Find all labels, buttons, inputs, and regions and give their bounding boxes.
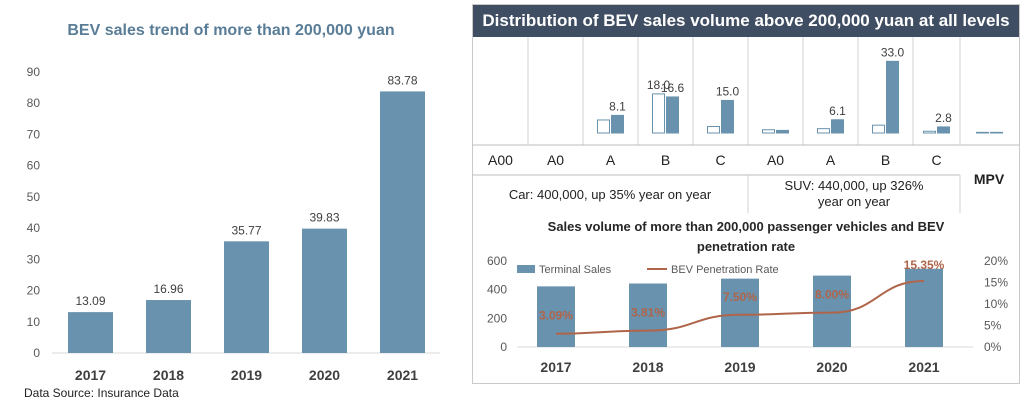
data-label-2018: 16.96 [153,282,183,296]
y-tick-label: 20 [27,284,41,298]
bar-a-filled [611,114,624,134]
penetration-rate-line [555,279,925,335]
bar-2021 [380,91,425,353]
bar-a-filled [831,119,844,134]
x-tick-label-2020: 2020 [309,367,340,383]
x-tick-label-2020: 2020 [816,359,847,375]
x-tick-label-2019: 2019 [724,359,755,375]
x-tick-label-2017: 2017 [540,359,571,375]
y-tick-label: 40 [27,221,41,235]
right-y-tick-label: 10% [984,297,1008,311]
rate-label-2018: 3.81% [631,306,665,320]
bar-2019 [224,241,269,353]
y-tick-label: 80 [27,96,41,110]
category-label-a0: A0 [767,152,784,168]
bar-c-filled [937,126,950,134]
data-label-c: 2.8 [935,111,952,125]
y-tick-label: 50 [27,190,41,204]
data-label-a: 8.1 [609,99,626,113]
group-label-mpv: MPV [974,171,1005,187]
x-tick-label-2017: 2017 [75,367,106,383]
x-tick-label-2018: 2018 [632,359,663,375]
left-y-tick-label: 200 [487,311,507,325]
rate-label-2017: 3.09% [539,309,573,323]
bar-2017 [537,286,575,347]
bar-a0-outline [762,129,775,134]
y-tick-label: 10 [27,315,41,329]
data-label-2020: 39.83 [309,211,339,225]
bev-sales-trend-chart: BEV sales trend of more than 200,000 yua… [27,22,440,383]
right-y-tick-label: 5% [984,319,1002,333]
bar-c-filled [721,99,734,134]
right-y-tick-label: 15% [984,276,1008,290]
bar-c-outline [707,125,720,134]
bar-2018 [146,300,191,353]
y-tick-label: 90 [27,65,41,79]
bar-c-outline [923,130,936,134]
category-label-b: B [881,152,890,168]
y-tick-label: 60 [27,159,41,173]
x-tick-label-2018: 2018 [153,367,184,383]
y-tick-label: 30 [27,252,41,266]
rate-label-2020: 8.00% [815,288,849,302]
bar-a-outline [597,119,610,134]
group-label-car: Car: 400,000, up 35% year on year [509,187,712,202]
x-tick-label-2021: 2021 [908,359,939,375]
sales-penetration-chart: Sales volume of more than 200,000 passen… [487,219,1008,375]
group-label-suv-line1: SUV: 440,000, up 326% [784,178,923,193]
data-label-2017: 13.09 [75,294,105,308]
distribution-chart: A00 A0 8.1 A 18.016.6 B 15.0 C A0 6.1 A 33.0 B 2.8 C Ca… [473,37,1019,213]
left-y-tick-label: 0 [500,340,507,354]
bar-2020 [302,228,347,353]
legend-label-terminal-sales: Terminal Sales [539,264,612,276]
bar-b-filled [666,96,679,134]
legend-label-penetration-rate: BEV Penetration Rate [671,264,779,276]
left-y-tick-label: 600 [487,254,507,268]
bar-b-filled [886,60,899,134]
category-label-a: A [606,152,616,168]
bar-2019 [721,278,759,347]
rate-label-2021: 15.35% [904,258,945,272]
data-source-note: Data Source: Insurance Data [24,386,179,400]
category-label-a0: A0 [547,152,564,168]
y-tick-label: 0 [33,346,40,360]
y-tick-label: 70 [27,127,41,141]
bar-mpv-filled [990,131,1003,134]
right-panel: Distribution of BEV sales volume above 2… [472,4,1020,384]
bar-2017 [68,312,113,353]
category-label-b: B [661,152,670,168]
data-label-b: 18.0 [647,78,671,92]
data-label-b: 16.6 [661,81,685,95]
data-label-2019: 35.77 [231,223,261,237]
right-y-tick-label: 20% [984,254,1008,268]
right-y-tick-label: 0% [984,340,1002,354]
data-label-b: 33.0 [881,45,905,59]
bar-a-outline [817,128,830,134]
category-label-c: C [931,152,941,168]
legend-swatch-terminal-sales [517,265,535,273]
distribution-chart-title: Distribution of BEV sales volume above 2… [473,5,1019,37]
group-label-suv-line2: year on year [818,194,891,209]
data-label-a: 6.1 [829,104,846,118]
category-label-a: A [826,152,836,168]
x-tick-label-2021: 2021 [387,367,418,383]
x-tick-label-2019: 2019 [231,367,262,383]
category-label-c: C [715,152,725,168]
left-y-tick-label: 400 [487,283,507,297]
chart-title: BEV sales trend of more than 200,000 yua… [67,22,394,39]
combo-title-line2: penetration rate [697,239,795,254]
bar-2018 [629,283,667,347]
bar-mpv-outline [976,131,989,134]
data-label-2021: 83.78 [387,73,417,87]
combo-title-line1: Sales volume of more than 200,000 passen… [548,219,945,234]
data-label-c: 15.0 [716,84,740,98]
bar-b-outline [872,124,885,134]
rate-label-2019: 7.50% [723,290,757,304]
category-label-a00: A00 [488,152,513,168]
bar-b-outline [652,93,665,134]
bar-a0-filled [776,129,789,134]
